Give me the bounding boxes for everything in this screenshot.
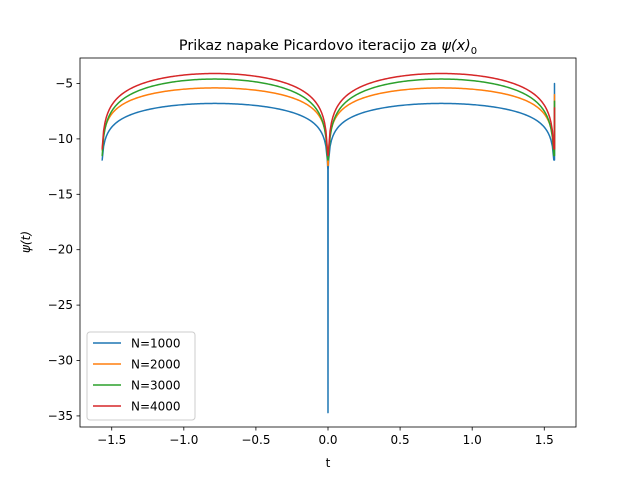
y-tick-label: −25 <box>48 298 73 312</box>
series-line-n-3000 <box>101 78 556 161</box>
chart-title: Prikaz napake Picardovo iteracijo za ψ(x… <box>179 38 477 57</box>
y-tick-label: −5 <box>55 76 73 90</box>
plot-lines <box>101 72 556 414</box>
y-tick-label: −20 <box>48 243 73 257</box>
x-tick-label: −1.5 <box>97 433 126 447</box>
legend-label-n-4000: N=4000 <box>131 400 181 414</box>
y-axis-ticks: −35 −30 −25 −20 −15 −10 −5 <box>48 76 80 423</box>
x-tick-label: 0.5 <box>391 433 410 447</box>
legend-box <box>86 331 196 421</box>
x-tick-label: 1.5 <box>535 433 554 447</box>
chart-title-sub: 0 <box>471 46 477 57</box>
series-line-n-1000 <box>101 82 556 414</box>
legend-label-n-2000: N=2000 <box>131 358 181 372</box>
x-tick-label: 1.0 <box>463 433 482 447</box>
y-axis-label: ψ(t) <box>19 231 33 253</box>
legend: N=1000 N=2000 N=3000 N=4000 <box>86 331 196 421</box>
legend-label-n-3000: N=3000 <box>131 379 181 393</box>
y-tick-label: −15 <box>48 187 73 201</box>
y-tick-label: −30 <box>48 354 73 368</box>
plot-frame <box>79 57 577 428</box>
chart-title-math: ψ(x) <box>441 38 470 54</box>
x-axis-ticks: −1.5 −1.0 −0.5 0.0 0.5 1.0 1.5 <box>97 427 554 447</box>
series-line-n-4000 <box>101 72 556 157</box>
legend-label-n-1000: N=1000 <box>131 337 181 351</box>
x-tick-label: −0.5 <box>241 433 270 447</box>
y-tick-label: −35 <box>48 409 73 423</box>
x-tick-label: −1.0 <box>169 433 198 447</box>
chart-title-text: Prikaz napake Picardovo iteracijo za <box>179 38 442 54</box>
series-line-n-2000 <box>101 87 556 167</box>
x-axis-label: t <box>326 456 331 470</box>
x-tick-label: 0.0 <box>318 433 337 447</box>
y-tick-label: −10 <box>48 132 73 146</box>
